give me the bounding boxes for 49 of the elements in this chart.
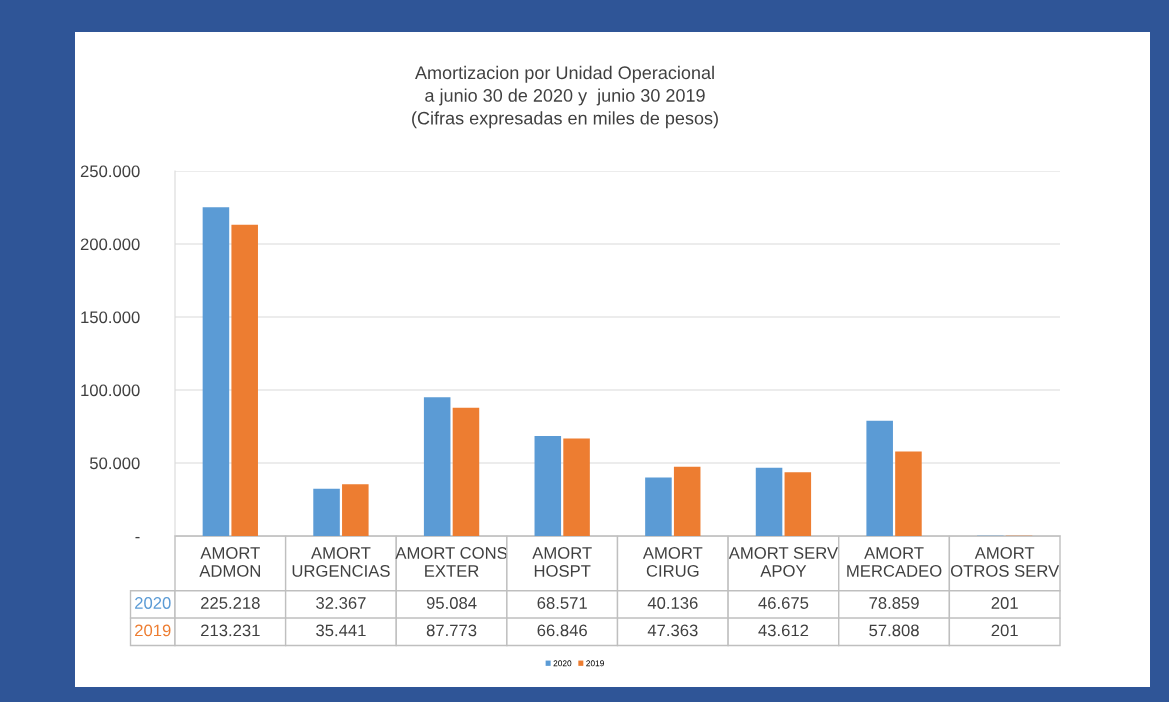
data-label: 40.136	[647, 597, 698, 609]
bar	[645, 477, 672, 536]
x-tick-label: AMORT CIRUG	[642, 547, 703, 577]
data-label: 35.441	[316, 624, 366, 637]
bar	[202, 207, 230, 536]
bar	[231, 224, 258, 536]
data-label: 47.363	[647, 624, 698, 637]
bar	[784, 472, 812, 536]
x-tick-label: AMORT SERV APOY	[728, 547, 839, 577]
data-label: 32.367	[316, 597, 366, 609]
legend-label: 2019	[586, 660, 604, 667]
text: 2019	[135, 624, 171, 637]
data-label: 87.773	[426, 624, 477, 637]
bar	[313, 488, 340, 536]
data-label: 46.675	[758, 597, 809, 609]
data-label: 78.859	[869, 597, 919, 609]
bar	[866, 420, 893, 536]
data-label: 43.612	[758, 624, 809, 637]
bar	[673, 466, 701, 536]
data-label: 95.084	[426, 597, 477, 609]
x-tick-label: AMORT HOSPT	[532, 547, 592, 577]
x-tick-label: AMORT ADMON	[199, 547, 260, 577]
data-label: 225.218	[201, 597, 260, 609]
data-label: 66.846	[537, 624, 587, 637]
bar	[563, 438, 590, 536]
text: 2020	[135, 597, 171, 609]
y-tick-label: -	[135, 536, 140, 539]
x-tick-label: AMORT CONS EXTER	[395, 547, 507, 577]
y-tick-label: 150.000	[81, 311, 140, 324]
y-tick-label: 50.000	[89, 457, 140, 470]
data-label: 57.808	[869, 624, 919, 637]
y-tick-label: 200.000	[80, 238, 140, 251]
x-tick-label: AMORT OTROS SERV	[950, 547, 1060, 577]
x-tick-label: AMORT MERCADEO	[847, 547, 942, 577]
bar	[534, 435, 562, 536]
data-label: 213.231	[201, 624, 260, 637]
data-label: 201	[991, 624, 1018, 637]
data-label: 201	[991, 597, 1018, 609]
bar	[423, 397, 451, 536]
bar	[342, 484, 369, 536]
bar	[755, 467, 783, 536]
data-label: 68.571	[537, 597, 587, 609]
y-tick-label: 100.000	[81, 384, 140, 397]
y-tick-label: 250.000	[80, 165, 140, 178]
x-tick-label: AMORT URGENCIAS	[292, 547, 390, 577]
bar	[895, 451, 922, 536]
legend-label: 2020	[553, 660, 572, 667]
chart-title: Amortizacion por Unidad Operacional a junio 30 de 2020 y junio 30 2019 (Cifras expresadas en miles de pesos)	[412, 65, 718, 129]
bar	[452, 407, 480, 536]
